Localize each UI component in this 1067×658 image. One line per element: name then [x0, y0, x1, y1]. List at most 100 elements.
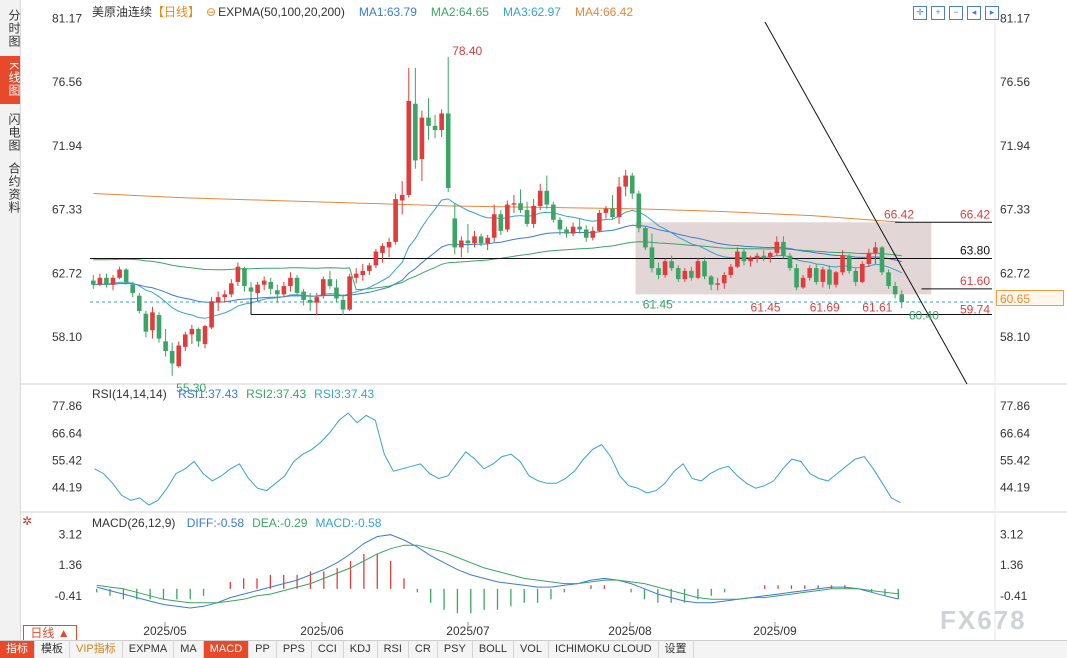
box-top-label: 66.42 [884, 207, 914, 221]
price-axis-left-label: 67.33 [52, 203, 82, 217]
indicator-tab-vip指标[interactable]: VIP指标 [70, 641, 123, 658]
macd-axis-right-label: 1.36 [1000, 558, 1024, 572]
candle-body [459, 240, 464, 248]
indicator-tab-指标[interactable]: 指标 [0, 641, 35, 658]
indicator-tab-模板[interactable]: 模板 [35, 641, 70, 658]
candle-body [564, 229, 569, 234]
candle-body [202, 326, 208, 345]
candle-body [242, 268, 247, 287]
indicator-tab-cci[interactable]: CCI [312, 641, 344, 658]
candle-body [360, 270, 366, 276]
candle-body [413, 103, 418, 161]
candle-body [465, 240, 471, 244]
side-tab-2[interactable]: 闪电图 [7, 112, 21, 152]
x-axis-label: 2025/08 [608, 624, 652, 638]
candle-body [866, 252, 872, 264]
macd-dea-line [96, 544, 899, 604]
macd-axis-right-label: -0.41 [1000, 589, 1028, 603]
candle-body [682, 270, 688, 280]
side-tab-3[interactable]: 合约资料 [7, 162, 21, 214]
candle-body [229, 283, 234, 295]
level-61-60-label: 61.60 [960, 274, 990, 288]
candle-body [827, 269, 832, 285]
indicator-tab-pps[interactable]: PPS [277, 641, 312, 658]
indicator-tab-ichimoku-cloud[interactable]: ICHIMOKU CLOUD [549, 641, 659, 658]
indicator-tab-boll[interactable]: BOLL [473, 641, 514, 658]
candle-body [781, 241, 786, 256]
zoom-in-icon[interactable]: + [931, 6, 945, 20]
candle-body [899, 294, 905, 302]
candle-body [675, 268, 681, 280]
ma-legend-item-1: MA2:64.65 [430, 5, 489, 19]
candle-body [367, 265, 372, 271]
indicator-tab-pp[interactable]: PP [249, 641, 277, 658]
level-63-80-label: 63.80 [960, 243, 990, 257]
candle-body [150, 312, 155, 331]
indicator-tab-ma[interactable]: MA [174, 641, 204, 658]
indicator-tab-macd[interactable]: MACD [203, 641, 250, 658]
rsi-legend: RSI1:37.43 RSI2:37.43 RSI3:37.43 [170, 387, 374, 401]
indicator-tab-vol[interactable]: VOL [514, 641, 549, 658]
candle-body [846, 255, 852, 271]
side-tab-bar: 分时图 K线图闪电图合约资料 [0, 0, 21, 640]
macd-axis-left-label: 1.36 [59, 558, 83, 572]
ma1-line [93, 224, 902, 303]
rsi-axis-left-label: 44.19 [52, 481, 82, 495]
indicator-tab-expma[interactable]: EXPMA [123, 641, 175, 658]
ma-legend-item-0: MA1:63.79 [358, 5, 417, 19]
indicator-tab-kdj[interactable]: KDJ [344, 641, 378, 658]
zoom-out-icon[interactable]: − [949, 6, 963, 20]
rsi-label: RSI(14,14,14) [92, 387, 167, 401]
side-tab-1[interactable]: K线图 [0, 56, 21, 104]
candle-body [347, 276, 352, 310]
price-axis-right-label: 81.17 [1000, 12, 1030, 26]
level-59-74-label: 59.74 [960, 303, 990, 317]
candle-body [301, 291, 306, 300]
macd-settings-icon[interactable]: ✲ [22, 514, 33, 528]
candle-body [689, 270, 694, 278]
crosshair-icon[interactable]: ✛ [913, 6, 927, 20]
rsi-legend-item-1: RSI2:37.43 [246, 387, 307, 401]
chart-canvas[interactable]: 81.17 81.17 76.56 76.56 71.94 71.94 67.33 67.33… [20, 0, 1067, 640]
candle-body [754, 255, 760, 259]
chart-toolbar: ✛ + − ◂ ▸ [909, 2, 999, 20]
x-axis-label: 2025/07 [446, 624, 490, 638]
candle-body [833, 272, 839, 285]
scroll-right-icon[interactable]: ▸ [985, 6, 999, 20]
settings-icon[interactable]: ⊖ [206, 5, 217, 19]
low-row-label-1: 61.69 [810, 300, 840, 314]
rsi-line [94, 412, 901, 506]
candle-body [90, 280, 96, 285]
price-axis-left-label: 76.56 [52, 75, 82, 89]
candle-body [820, 269, 826, 282]
candle-body [702, 261, 707, 277]
candle-body [222, 294, 228, 298]
rsi-header: RSI(14,14,14) RSI1:37.43 RSI2:37.43 RSI3:3… [92, 387, 374, 401]
macd-axis-left-label: 3.12 [59, 527, 83, 541]
rsi-axis-right-label: 77.86 [1000, 399, 1030, 413]
macd-legend: DIFF:-0.58 DEA:-0.29 MACD:-0.58 [179, 516, 382, 530]
side-tab-0[interactable]: 分时图 [7, 8, 21, 48]
candle-body [183, 334, 188, 347]
indicator-tab-rsi[interactable]: RSI [378, 641, 409, 658]
candle-body [176, 345, 182, 367]
candle-body [662, 261, 668, 276]
candle-body [491, 214, 497, 238]
candle-body [163, 341, 168, 351]
rsi-axis-right-label: 66.64 [1000, 426, 1030, 440]
indicator-tab-psy[interactable]: PSY [438, 641, 473, 658]
candle-body [629, 175, 635, 194]
candle-body [695, 261, 701, 278]
candle-body [787, 255, 793, 269]
period-button[interactable]: 日线 ▲ [23, 625, 77, 641]
candle-body [636, 193, 642, 229]
candle-body [406, 101, 412, 195]
indicator-tab-cr[interactable]: CR [409, 641, 438, 658]
x-axis-label: 2025/05 [143, 624, 187, 638]
ma-legend-item-3: MA4:66.42 [574, 5, 634, 19]
scroll-left-icon[interactable]: ◂ [967, 6, 981, 20]
indicator-tab-设置[interactable]: 设置 [659, 641, 694, 658]
macd-header: MACD(26,12,9) DIFF:-0.58 DEA:-0.29 MACD:-0… [92, 516, 381, 530]
period-label: 【日线】 [152, 5, 201, 19]
candle-body [531, 205, 536, 224]
